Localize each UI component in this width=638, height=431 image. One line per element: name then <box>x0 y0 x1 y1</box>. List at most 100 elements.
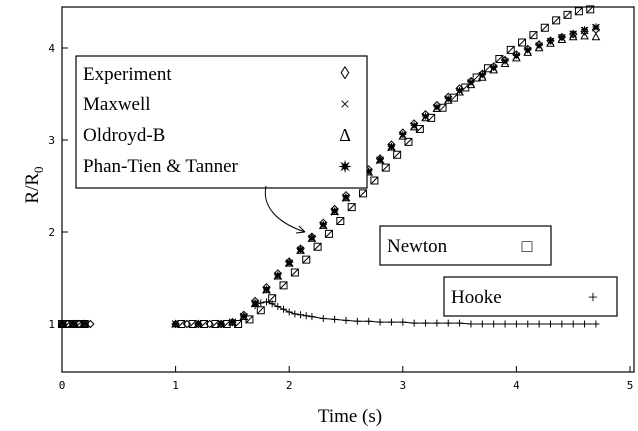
y-tick-label: 3 <box>48 134 55 147</box>
point-phan-tien-tanner <box>490 63 498 71</box>
point-hooke <box>285 308 293 316</box>
point-phan-tien-tanner <box>569 29 577 37</box>
point-phan-tien-tanner <box>524 46 532 54</box>
point-hooke <box>308 313 316 321</box>
point-oldroyd-b <box>262 285 271 294</box>
point-newton <box>484 64 492 73</box>
y-tick-label: 1 <box>48 318 55 331</box>
point-phan-tien-tanner <box>456 86 464 94</box>
legend-hooke-box <box>443 276 618 317</box>
point-hooke <box>302 312 310 320</box>
point-hooke <box>319 314 327 322</box>
point-newton <box>449 93 458 102</box>
point-hooke <box>274 303 282 311</box>
point-newton <box>302 255 311 264</box>
point-hooke <box>251 302 259 310</box>
legend-maxwell-symbol: × <box>340 94 350 114</box>
y-axis-label-main: R/R <box>22 173 43 204</box>
point-hooke <box>535 320 543 328</box>
point-newton <box>518 38 527 47</box>
point-phan-tien-tanner <box>592 23 600 31</box>
point-newton <box>324 229 333 238</box>
point-newton <box>279 281 288 290</box>
point-hooke <box>546 320 554 328</box>
x-axis-ticks: 0 1 2 3 4 5 <box>59 366 634 392</box>
point-newton <box>234 320 243 328</box>
point-phan-tien-tanner <box>512 51 520 59</box>
point-phan-tien-tanner <box>319 221 327 229</box>
point-hooke <box>257 299 265 307</box>
point-phan-tien-tanner <box>308 234 316 242</box>
legend-main: Experiment ◊ Maxwell × Oldroyd-B Δ Phan-… <box>75 55 368 189</box>
point-oldroyd-b <box>580 31 589 40</box>
point-newton <box>313 242 322 251</box>
point-phan-tien-tanner <box>535 41 543 49</box>
point-hooke <box>342 316 350 324</box>
data-marks <box>57 5 601 329</box>
point-oldroyd-b <box>387 142 396 151</box>
x-tick-label: 1 <box>172 379 179 392</box>
y-axis-label-sub: 0 <box>31 166 46 173</box>
y-axis-label: R/R0 <box>22 166 46 203</box>
point-phan-tien-tanner <box>399 130 407 138</box>
point-newton <box>586 5 595 14</box>
point-phan-tien-tanner <box>444 95 452 103</box>
point-phan-tien-tanner <box>217 320 225 328</box>
point-newton <box>461 83 470 92</box>
point-newton <box>540 23 549 32</box>
point-hooke <box>353 317 361 325</box>
point-phan-tien-tanner <box>467 78 475 86</box>
point-phan-tien-tanner <box>387 142 395 150</box>
point-hooke <box>365 317 373 325</box>
x-axis-label: Time (s) <box>318 406 382 427</box>
point-oldroyd-b <box>568 32 578 41</box>
point-hooke <box>444 319 452 327</box>
x-tick-label: 5 <box>627 379 634 392</box>
point-hooke <box>569 320 577 328</box>
point-hooke <box>297 311 305 319</box>
point-newton <box>359 189 368 198</box>
legend-hooke-label: Hooke <box>451 287 502 308</box>
point-newton <box>472 73 481 82</box>
point-newton <box>188 320 197 328</box>
legend-hooke: Hooke + <box>443 276 618 317</box>
point-hooke <box>581 320 589 328</box>
point-phan-tien-tanner <box>365 167 373 175</box>
point-newton <box>506 45 515 54</box>
point-newton <box>177 320 186 328</box>
point-hooke <box>399 318 407 326</box>
legend-oldroyd-symbol: Δ <box>339 125 351 145</box>
point-hooke <box>558 320 566 328</box>
point-oldroyd-b <box>318 221 328 229</box>
point-hooke <box>331 315 339 323</box>
point-hooke <box>512 320 520 328</box>
point-hooke <box>592 320 600 328</box>
point-hooke <box>422 319 430 327</box>
point-hooke <box>268 300 276 308</box>
y-axis-label-group: R/R0 <box>22 166 46 203</box>
point-phan-tien-tanner <box>285 258 293 266</box>
point-newton <box>438 103 447 112</box>
x-tick-label: 3 <box>399 379 406 392</box>
point-phan-tien-tanner <box>376 155 384 163</box>
point-newton <box>552 16 561 25</box>
point-newton <box>347 203 356 212</box>
point-phan-tien-tanner <box>558 33 566 41</box>
point-oldroyd-b <box>375 155 385 164</box>
point-newton <box>80 320 89 328</box>
point-hooke <box>478 320 486 328</box>
point-newton <box>563 10 572 19</box>
point-phan-tien-tanner <box>262 285 270 293</box>
point-newton <box>211 320 220 328</box>
legend-experiment-label: Experiment <box>83 64 172 85</box>
point-phan-tien-tanner <box>274 271 282 279</box>
legend-ptt-label: Phan-Tien & Tanner <box>83 156 239 177</box>
point-newton <box>427 113 436 122</box>
legend-experiment-symbol: ◊ <box>341 63 350 83</box>
point-hooke <box>291 310 299 318</box>
point-hooke <box>490 320 498 328</box>
point-phan-tien-tanner <box>581 26 589 34</box>
point-oldroyd-b <box>341 193 351 202</box>
point-oldroyd-b <box>591 32 601 41</box>
point-phan-tien-tanner <box>194 320 202 328</box>
